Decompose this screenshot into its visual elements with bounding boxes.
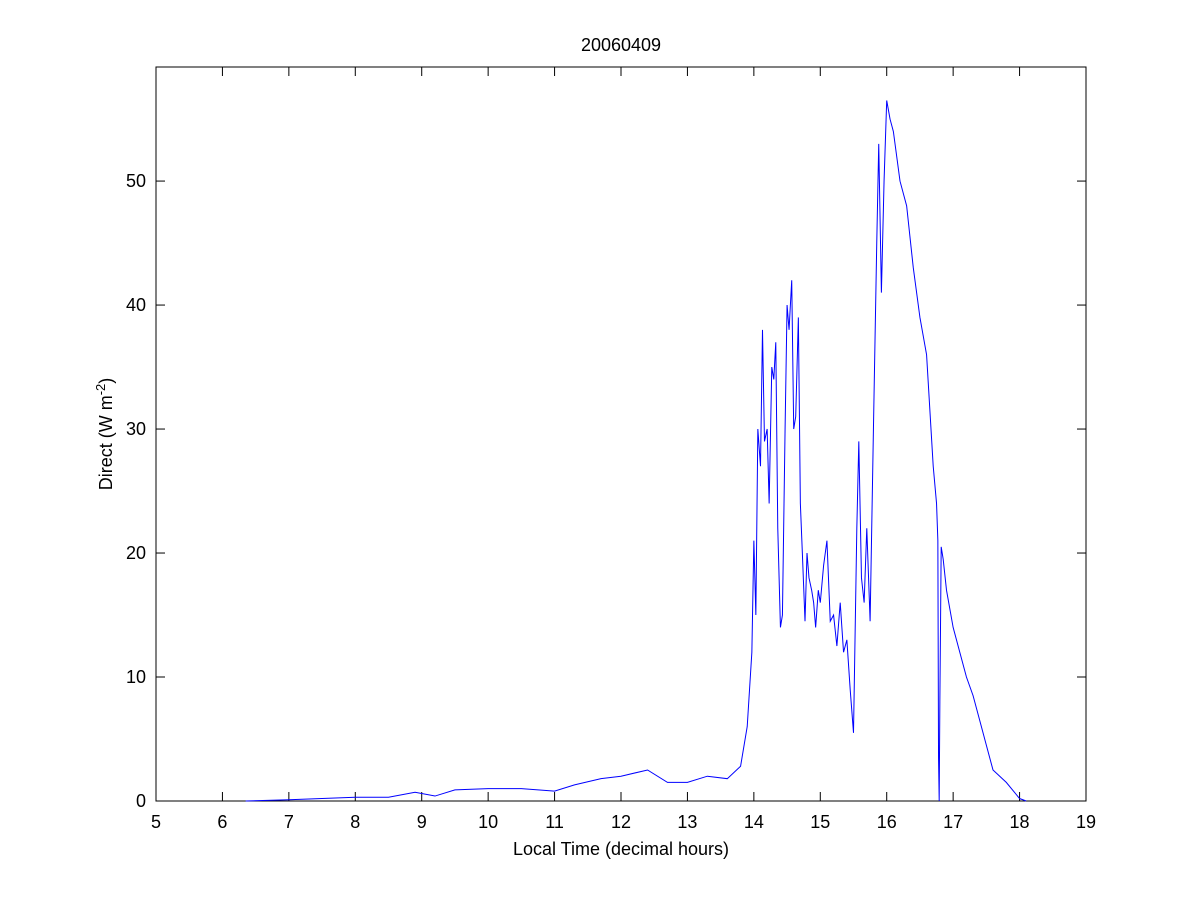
y-axis-label: Direct (W m-2) [93,378,116,491]
data-line [245,100,1027,802]
x-tick-label: 18 [1010,812,1030,832]
x-tick-label: 13 [677,812,697,832]
x-tick-label: 9 [417,812,427,832]
chart-title: 20060409 [581,35,661,55]
x-tick-label: 10 [478,812,498,832]
y-tick-label: 40 [126,295,146,315]
x-tick-label: 19 [1076,812,1096,832]
x-axis-label: Local Time (decimal hours) [513,839,729,859]
x-tick-label: 11 [545,812,564,832]
x-tick-label: 8 [350,812,360,832]
y-tick-label: 10 [126,667,146,687]
x-tick-label: 16 [877,812,897,832]
y-tick-label: 50 [126,171,146,191]
x-tick-label: 17 [943,812,963,832]
x-tick-label: 5 [151,812,161,832]
y-tick-label: 20 [126,543,146,563]
x-tick-label: 14 [744,812,764,832]
y-axis-label-end: ) [96,378,116,384]
y-axis-label-text: Direct (W m [96,395,116,490]
x-tick-label: 15 [810,812,830,832]
x-tick-label: 6 [217,812,227,832]
x-tick-label: 7 [284,812,294,832]
x-tick-label: 12 [611,812,631,832]
y-axis-label-sup: -2 [93,384,108,396]
y-tick-label: 0 [136,791,146,811]
y-tick-label: 30 [126,419,146,439]
